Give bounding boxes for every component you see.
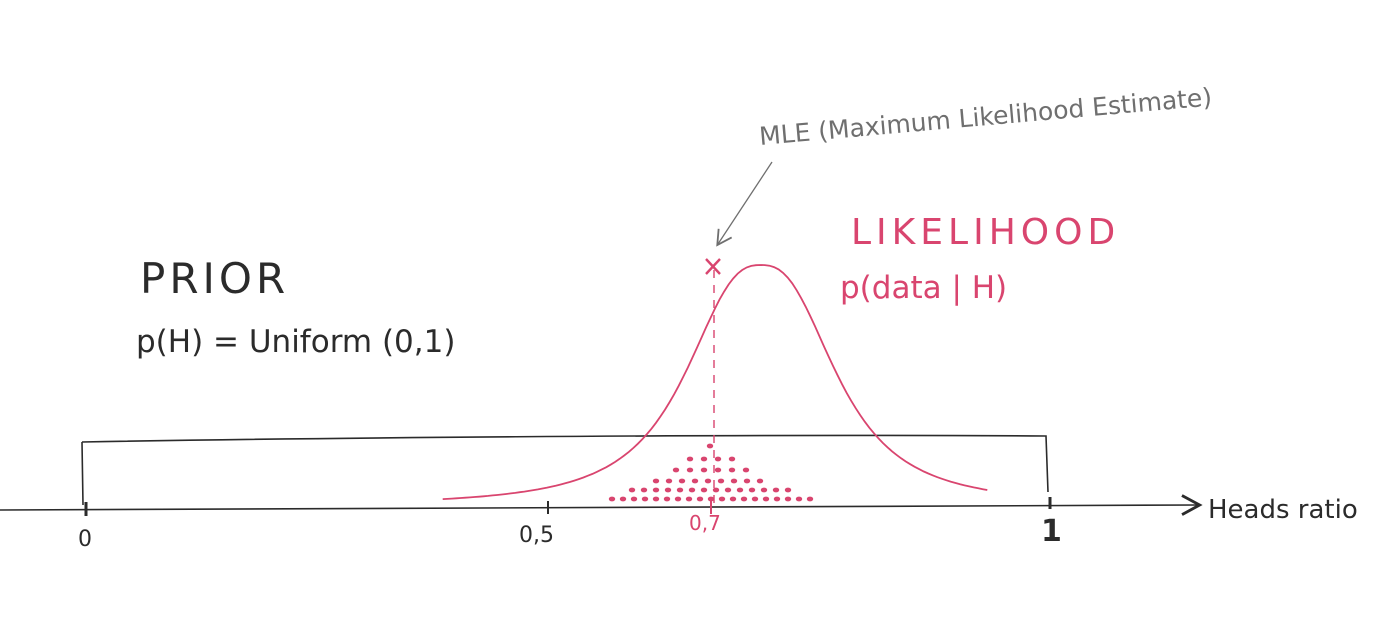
likelihood-dot [672,467,680,473]
likelihood-dot [706,443,714,449]
likelihood-dot [700,467,708,473]
likelihood-dot [762,496,770,502]
tick-label-07: 0,7 [689,511,721,535]
likelihood-dot [717,478,725,484]
prior-formula: p(H) = Uniform (0,1) [136,324,455,360]
likelihood-dot [641,496,649,502]
likelihood-dot [664,487,672,493]
mle-annotation-label: MLE (Maximum Likelihood Estimate) [758,82,1213,150]
likelihood-dot [628,487,636,493]
likelihood-dot [773,496,781,502]
likelihood-dot [728,456,736,462]
likelihood-dot [730,478,738,484]
likelihood-dot [686,456,694,462]
likelihood-dot [712,487,720,493]
likelihood-dot [652,487,660,493]
likelihood-dot [772,487,780,493]
likelihood-dot [704,478,712,484]
likelihood-dot [724,487,732,493]
likelihood-dot [718,496,726,502]
likelihood-dot [784,496,792,502]
likelihood-dot [729,496,737,502]
mle-cross-marker [705,258,721,275]
likelihood-dot [784,487,792,493]
likelihood-dots [608,443,814,502]
likelihood-title: LIKELIHOOD [851,212,1120,253]
likelihood-dot [663,496,671,502]
likelihood-dot [795,496,803,502]
likelihood-dot [652,496,660,502]
likelihood-dot [652,478,660,484]
tick-label-1: 1 [1041,514,1062,549]
likelihood-formula: p(data | H) [840,270,1007,306]
likelihood-curve [442,264,988,500]
likelihood-dot [743,478,751,484]
x-axis [0,494,1203,516]
likelihood-dot [742,467,750,473]
axis-tick-marks [84,497,1052,516]
axis-label: Heads ratio [1208,495,1358,525]
likelihood-dot [640,487,648,493]
likelihood-dot [691,478,699,484]
likelihood-dot [676,487,684,493]
likelihood-dot [696,496,704,502]
likelihood-dot [714,467,722,473]
likelihood-dot [728,467,736,473]
likelihood-dot [674,496,682,502]
tick-label-0: 0 [78,527,92,552]
likelihood-dot [678,478,686,484]
likelihood-dot [740,496,748,502]
likelihood-dot [619,496,627,502]
likelihood-dot [685,496,693,502]
prior-uniform-box [81,434,1049,506]
likelihood-dot [751,496,759,502]
likelihood-dot [608,496,616,502]
likelihood-dot [806,496,814,502]
mle-annotation-arrow [716,161,773,247]
likelihood-dot [756,478,764,484]
likelihood-dot [686,467,694,473]
likelihood-dot [707,496,715,502]
likelihood-dot [714,456,722,462]
tick-label-05: 0,5 [519,523,554,548]
likelihood-dot [630,496,638,502]
likelihood-dot [700,487,708,493]
prior-title: PRIOR [140,254,289,303]
likelihood-dot [736,487,744,493]
likelihood-dot [700,456,708,462]
likelihood-dot [760,487,768,493]
likelihood-dot [665,478,673,484]
likelihood-dot [748,487,756,493]
likelihood-dot [688,487,696,493]
